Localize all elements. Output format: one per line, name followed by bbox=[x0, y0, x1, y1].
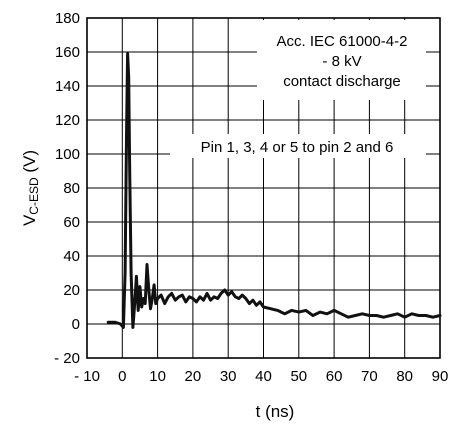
annotation-pins: Pin 1, 3, 4 or 5 to pin 2 and 6 bbox=[201, 139, 394, 156]
y-axis-title-main: V bbox=[20, 214, 39, 226]
y-axis-title-subscript: C-ESD bbox=[27, 177, 41, 215]
x-tick-label: 40 bbox=[255, 368, 272, 385]
y-tick-label: 180 bbox=[55, 10, 80, 27]
annotation-voltage: - 8 kV bbox=[322, 53, 361, 70]
x-tick-label: 90 bbox=[432, 368, 449, 385]
y-tick-label: 160 bbox=[55, 44, 80, 61]
y-axis-title: VC-ESD (V) bbox=[20, 150, 41, 226]
y-tick-label: 40 bbox=[63, 248, 80, 265]
y-tick-label: 20 bbox=[63, 282, 80, 299]
x-tick-label: 60 bbox=[326, 368, 343, 385]
pin-annotation: Pin 1, 3, 4 or 5 to pin 2 and 6 bbox=[170, 134, 426, 158]
plot-frame bbox=[86, 17, 441, 359]
x-tick-label: 70 bbox=[361, 368, 378, 385]
pin-annotation-background bbox=[170, 134, 426, 158]
annotation-discharge: contact discharge bbox=[283, 73, 401, 90]
annotation-background bbox=[257, 20, 426, 100]
x-tick-label: 10 bbox=[149, 368, 166, 385]
y-tick-label: 100 bbox=[55, 146, 80, 163]
x-tick-label: 0 bbox=[118, 368, 126, 385]
y-tick-label: 80 bbox=[63, 180, 80, 197]
y-tick-label: 60 bbox=[63, 214, 80, 231]
y-tick-label: 140 bbox=[55, 78, 80, 95]
y-axis-title-unit: (V) bbox=[20, 150, 39, 177]
annotation-standard: Acc. IEC 61000-4-2 bbox=[277, 33, 408, 50]
x-axis-title: t (ns) bbox=[256, 402, 295, 421]
y-tick-labels: - 20 0 20 40 60 80 100 120 140 160 180 bbox=[54, 10, 80, 367]
x-tick-label: 80 bbox=[396, 368, 413, 385]
y-tick-label: - 20 bbox=[54, 350, 80, 367]
voltage-series-line bbox=[106, 52, 442, 329]
x-tick-label: 50 bbox=[290, 368, 307, 385]
x-tick-label: 30 bbox=[220, 368, 237, 385]
y-tick-label: 120 bbox=[55, 112, 80, 129]
x-tick-label: - 10 bbox=[74, 368, 100, 385]
x-tick-label: 20 bbox=[185, 368, 202, 385]
annotation-box: Acc. IEC 61000-4-2 - 8 kV contact discha… bbox=[257, 20, 426, 100]
y-tick-label: 0 bbox=[72, 316, 80, 333]
x-tick-labels: - 10 0 10 20 30 40 50 60 70 80 90 bbox=[74, 368, 448, 385]
